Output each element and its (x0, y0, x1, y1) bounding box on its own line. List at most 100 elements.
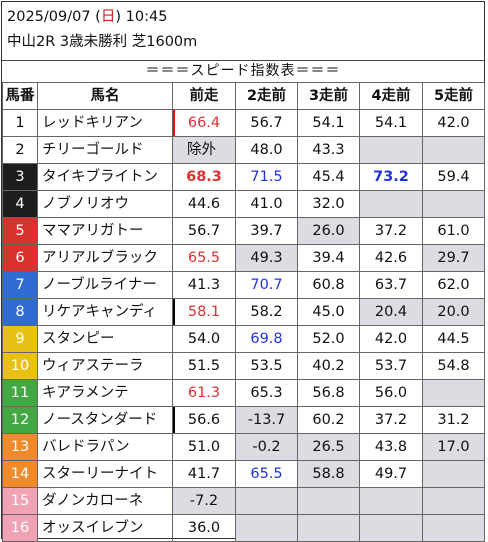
table-row: 4 ノブノリオウ 44.6 41.0 32.0 (2, 190, 485, 218)
table-row: 9 スタンピー 54.0 69.8 52.0 42.0 44.5 (2, 325, 485, 353)
speed-index-3: 60.2 (297, 406, 360, 434)
speed-index-last: 51.5 (172, 352, 236, 380)
table-row: 7 ノーブルライナー 41.3 70.7 60.8 63.7 62.0 (2, 271, 485, 299)
table-row: 5 ママアリガトー 56.7 39.7 26.0 37.2 61.0 (2, 217, 485, 245)
speed-index-2 (235, 487, 298, 515)
table-row: 3 タイキブライトン 68.3 71.5 45.4 73.2 59.4 (2, 163, 485, 191)
speed-index-5 (422, 460, 485, 488)
race-datetime: 2025/09/07 (日) 10:45 (7, 9, 168, 25)
speed-index-5 (422, 514, 485, 542)
col-header-5-races-ago: 5走前 (422, 82, 485, 110)
speed-index-2: 56.7 (235, 109, 298, 137)
table-row: 13 バレドラパン 51.0 -0.2 26.5 43.8 17.0 (2, 433, 485, 461)
table-row: 16 オッスイレブン 36.0 (2, 514, 485, 542)
speed-index-5: 44.5 (422, 325, 485, 353)
speed-index-last: 56.6 (172, 406, 236, 434)
race-title: 中山2R 3歳未勝利 芝1600m (7, 34, 198, 50)
speed-index-2: 65.5 (235, 460, 298, 488)
speed-index-2: -0.2 (235, 433, 298, 461)
horse-number: 5 (2, 217, 38, 245)
day-of-week: 日 (100, 9, 116, 25)
speed-index-5: 31.2 (422, 406, 485, 434)
speed-index-3: 45.0 (297, 298, 360, 326)
speed-index-last: 65.5 (172, 244, 236, 272)
speed-index-5: 20.0 (422, 298, 485, 326)
speed-index-last: 除外 (172, 136, 236, 164)
speed-index-last: 61.3 (172, 379, 236, 407)
speed-index-last: 68.3 (172, 163, 236, 191)
speed-index-4: 63.7 (359, 271, 423, 299)
horse-name: オッスイレブン (37, 514, 173, 542)
horse-name: ウィアステーラ (37, 352, 173, 380)
horse-number: 16 (2, 514, 38, 542)
table-row: 15 ダノンカローネ -7.2 (2, 487, 485, 515)
speed-index-4: 49.7 (359, 460, 423, 488)
speed-index-3: 56.8 (297, 379, 360, 407)
speed-index-3: 40.2 (297, 352, 360, 380)
horse-number: 15 (2, 487, 38, 515)
col-header-4-races-ago: 4走前 (359, 82, 423, 110)
speed-index-3 (297, 514, 360, 542)
speed-index-5: 29.7 (422, 244, 485, 272)
speed-index-2: 48.0 (235, 136, 298, 164)
speed-index-2: 58.2 (235, 298, 298, 326)
speed-index-2: 65.3 (235, 379, 298, 407)
speed-index-5: 17.0 (422, 433, 485, 461)
speed-index-3: 54.1 (297, 109, 360, 137)
horse-number: 1 (2, 109, 38, 137)
speed-index-2: 39.7 (235, 217, 298, 245)
col-header-2-races-ago: 2走前 (235, 82, 298, 110)
speed-index-2: 49.3 (235, 244, 298, 272)
speed-index-2: -13.7 (235, 406, 298, 434)
speed-index-4: 37.2 (359, 217, 423, 245)
speed-index-4 (359, 514, 423, 542)
speed-index-5 (422, 379, 485, 407)
speed-index-4: 56.0 (359, 379, 423, 407)
speed-index-3: 32.0 (297, 190, 360, 218)
table-row: 8 リケアキャンディ 58.1 58.2 45.0 20.4 20.0 (2, 298, 485, 326)
table-row: 10 ウィアステーラ 51.5 53.5 40.2 53.7 54.8 (2, 352, 485, 380)
speed-index-3: 52.0 (297, 325, 360, 353)
speed-index-4: 42.6 (359, 244, 423, 272)
speed-index-2: 53.5 (235, 352, 298, 380)
speed-index-3: 26.0 (297, 217, 360, 245)
speed-index-4 (359, 136, 423, 164)
speed-index-3 (297, 487, 360, 515)
horse-name: スタンピー (37, 325, 173, 353)
speed-index-2: 69.8 (235, 325, 298, 353)
horse-number: 10 (2, 352, 38, 380)
horse-number: 12 (2, 406, 38, 434)
speed-index-last: -7.2 (172, 487, 236, 515)
speed-index-3: 45.4 (297, 163, 360, 191)
horse-number: 2 (2, 136, 38, 164)
horse-name: ノースタンダード (37, 406, 173, 434)
race-time: 10:45 (121, 9, 168, 25)
speed-index-3: 39.4 (297, 244, 360, 272)
speed-index-5 (422, 487, 485, 515)
speed-index-4 (359, 487, 423, 515)
speed-index-last: 41.7 (172, 460, 236, 488)
horse-name: バレドラパン (37, 433, 173, 461)
speed-index-3: 58.8 (297, 460, 360, 488)
speed-index-last: 41.3 (172, 271, 236, 299)
horse-name: ダノンカローネ (37, 487, 173, 515)
table-header-row: 馬番 馬名 前走 2走前 3走前 4走前 5走前 (2, 82, 485, 110)
speed-index-4: 43.8 (359, 433, 423, 461)
horse-number: 7 (2, 271, 38, 299)
speed-index-5: 59.4 (422, 163, 485, 191)
speed-index-5: 61.0 (422, 217, 485, 245)
horse-name: ノーブルライナー (37, 271, 173, 299)
col-header-number: 馬番 (2, 82, 38, 110)
speed-index-3: 60.8 (297, 271, 360, 299)
horse-number: 4 (2, 190, 38, 218)
race-date: 2025/09/07 (7, 9, 91, 25)
speed-index-last: 44.6 (172, 190, 236, 218)
horse-number: 8 (2, 298, 38, 326)
speed-index-last: 58.1 (172, 298, 236, 326)
speed-index-4: 73.2 (359, 163, 423, 191)
horse-name: ママアリガトー (37, 217, 173, 245)
table-row: 1 レッドキリアン 66.4 56.7 54.1 54.1 42.0 (2, 109, 485, 137)
col-header-horse-name: 馬名 (37, 82, 173, 110)
horse-number: 6 (2, 244, 38, 272)
